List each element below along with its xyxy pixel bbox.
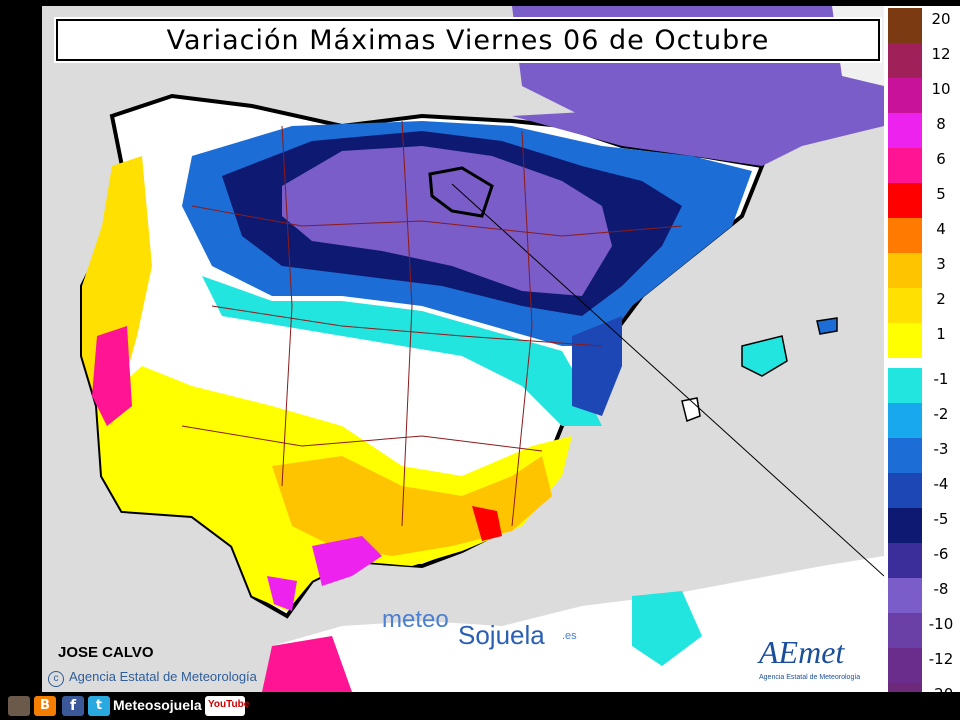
legend-swatch xyxy=(888,8,922,43)
cold-zone-pyrenees xyxy=(512,106,802,166)
legend-swatch xyxy=(888,288,922,323)
youtube-icon[interactable]: YouTube xyxy=(205,696,249,716)
legend-swatch xyxy=(888,43,922,78)
legend-label: 1 xyxy=(936,325,946,343)
legend-label: -8 xyxy=(933,580,949,598)
author-credit: JOSE CALVO xyxy=(58,644,154,661)
legend-swatch xyxy=(888,648,922,683)
cold-zone-east xyxy=(572,316,622,416)
legend-label: -12 xyxy=(928,650,954,668)
legend-label: -3 xyxy=(933,440,949,458)
africa-magenta xyxy=(262,636,352,692)
legend-swatch xyxy=(888,323,922,358)
watermark-part1: meteo xyxy=(382,606,449,633)
menorca xyxy=(816,317,838,335)
legend-swatch xyxy=(888,253,922,288)
meteosojuela-watermark: meteo Sojuela .es xyxy=(382,606,592,654)
legend-swatch xyxy=(888,613,922,648)
blogger-icon[interactable]: B xyxy=(34,696,56,716)
facebook-icon[interactable]: f xyxy=(62,696,84,716)
youtube-label: YouTube xyxy=(208,699,250,710)
africa-cyan xyxy=(632,591,702,666)
legend-label: -1 xyxy=(933,370,949,388)
watermark-suffix: .es xyxy=(562,630,577,642)
legend-label: 3 xyxy=(936,255,946,273)
north-africa xyxy=(272,556,884,692)
legend-label: -6 xyxy=(933,545,949,563)
legend-swatch xyxy=(888,473,922,508)
legend-label: 4 xyxy=(936,220,946,238)
la-rioja-outline xyxy=(428,166,494,218)
temperature-variation-map xyxy=(42,6,884,692)
legend-label: 10 xyxy=(931,80,951,98)
aemet-logo: AEmet Agencia Estatal de Meteorología xyxy=(745,630,885,690)
legend-label: 12 xyxy=(931,45,951,63)
warm-zone-red xyxy=(472,506,502,541)
legend-swatch xyxy=(888,508,922,543)
legend-label: 8 xyxy=(936,115,946,133)
legend-label: 2 xyxy=(936,290,946,308)
ibiza xyxy=(681,397,701,423)
legend-label: 6 xyxy=(936,150,946,168)
social-label[interactable]: Meteosojuela xyxy=(113,697,202,713)
map-area: meteo Sojuela .es xyxy=(42,6,884,692)
legend-label: -2 xyxy=(933,405,949,423)
map-title: Variación Máximas Viernes 06 de Octubre xyxy=(166,24,770,56)
legend-swatch xyxy=(888,113,922,148)
warm-zone-lisbon xyxy=(92,326,132,426)
mallorca xyxy=(741,335,788,377)
legend-swatch xyxy=(888,148,922,183)
legend-swatch xyxy=(888,78,922,113)
province-borders xyxy=(181,120,683,527)
legend-label: -10 xyxy=(928,615,954,633)
twitter-icon[interactable]: t xyxy=(88,696,110,716)
cold-zone-cyan xyxy=(202,276,602,426)
warm-zone-magenta xyxy=(312,536,382,586)
legend-swatch xyxy=(888,578,922,613)
agency-credit: c Agencia Estatal de Meteorología xyxy=(48,669,257,687)
legend-swatch xyxy=(888,438,922,473)
legend-swatch xyxy=(888,368,922,403)
cold-zone-purple xyxy=(282,146,612,296)
social-bar: B f t Meteosojuela YouTube xyxy=(0,692,960,720)
legend-label: 20 xyxy=(931,10,951,28)
legend-swatch xyxy=(888,403,922,438)
title-box: Variación Máximas Viernes 06 de Octubre xyxy=(56,19,880,61)
aemet-logo-subtitle: Agencia Estatal de Meteorología xyxy=(759,674,861,681)
legend-label: -5 xyxy=(933,510,949,528)
legend-label: 5 xyxy=(936,185,946,203)
legend-swatch xyxy=(888,543,922,578)
warm-zone-strait xyxy=(267,576,297,611)
legend-label: -4 xyxy=(933,475,949,493)
legend-swatch xyxy=(888,218,922,253)
instagram-icon[interactable] xyxy=(8,696,30,716)
pointer-line xyxy=(451,183,884,577)
agency-name: Agencia Estatal de Meteorología xyxy=(69,669,257,684)
copyright-icon: c xyxy=(48,671,64,687)
watermark-part2: Sojuela xyxy=(458,620,545,650)
aemet-logo-text: AEmet xyxy=(759,634,845,670)
legend-swatch xyxy=(888,183,922,218)
